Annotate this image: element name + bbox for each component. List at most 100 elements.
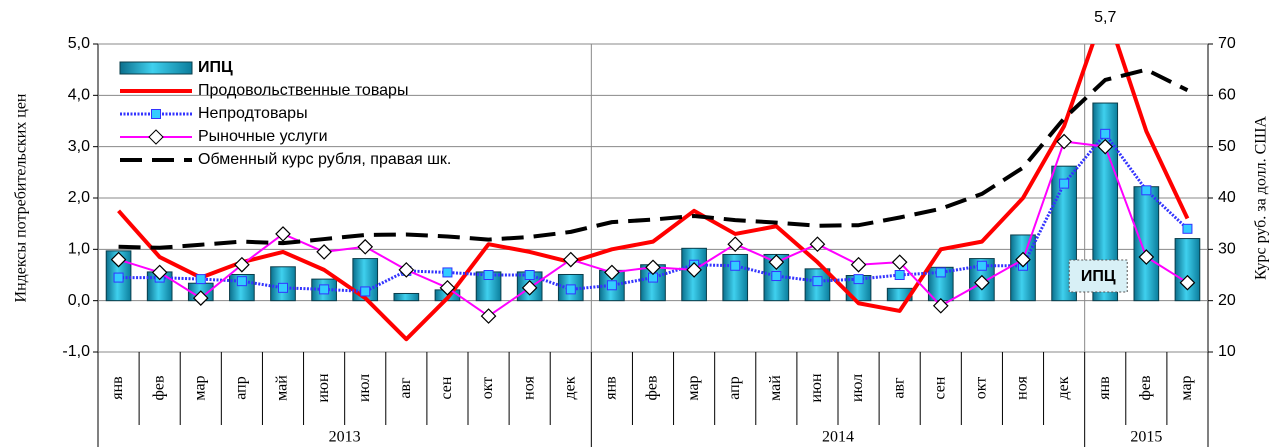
x-tick-label: мар xyxy=(191,375,208,400)
bar xyxy=(804,268,831,302)
y2-tick-label: 70 xyxy=(1218,35,1236,52)
legend-label: Рыночные услуги xyxy=(198,128,328,145)
marker xyxy=(483,270,494,280)
x-tick-label: мар xyxy=(1178,375,1195,400)
y-tick-label: 1,0 xyxy=(68,241,90,258)
y-tick-label: 0,0 xyxy=(68,292,90,309)
y2-tick-label: 10 xyxy=(1218,343,1236,360)
marker xyxy=(1097,138,1114,155)
x-tick-label: сен xyxy=(931,376,948,399)
x-tick-label: июн xyxy=(315,373,332,403)
series-line xyxy=(117,44,1190,342)
marker xyxy=(524,270,535,280)
marker xyxy=(236,276,247,287)
bar xyxy=(1010,234,1036,302)
y-tick-label: 4,0 xyxy=(68,87,90,104)
marker xyxy=(768,254,785,271)
marker xyxy=(853,274,864,285)
legend-marker xyxy=(148,129,164,145)
x-tick-label: янв xyxy=(603,376,620,400)
marker xyxy=(1179,274,1196,291)
marker xyxy=(521,279,538,296)
x-tick-label: ноя xyxy=(1014,376,1031,400)
marker xyxy=(730,260,741,271)
bar xyxy=(1174,238,1201,302)
marker xyxy=(935,267,946,278)
y2-tick-label: 60 xyxy=(1218,87,1236,104)
marker xyxy=(1100,128,1111,139)
bar xyxy=(393,292,420,302)
marker xyxy=(316,244,332,260)
marker xyxy=(974,274,990,291)
x-tick-label: авг xyxy=(890,377,907,399)
legend-label: ИПЦ xyxy=(198,59,233,76)
y2-tick-label: 30 xyxy=(1218,241,1236,258)
x-tick-label: окт xyxy=(479,377,496,400)
marker xyxy=(565,284,576,295)
marker xyxy=(771,271,782,282)
legend-swatch xyxy=(119,61,193,75)
x-tick-label: фев xyxy=(1137,375,1154,400)
marker xyxy=(110,251,127,268)
marker xyxy=(192,290,209,306)
x-tick-label: янв xyxy=(109,376,126,400)
marker xyxy=(645,259,661,276)
x-tick-label: фев xyxy=(644,375,661,400)
marker xyxy=(319,284,330,295)
marker xyxy=(439,279,456,296)
y2-tick-label: 40 xyxy=(1218,189,1236,206)
marker xyxy=(1015,251,1031,268)
marker xyxy=(686,262,702,278)
marker xyxy=(195,274,206,285)
marker xyxy=(480,308,497,324)
annotation: ИПЦ xyxy=(1081,268,1116,285)
marker xyxy=(562,251,579,268)
x-tick-label: дек xyxy=(1055,376,1072,399)
marker xyxy=(604,264,620,281)
y2-axis-title: Курс руб. за долл. США xyxy=(1253,116,1270,280)
marker xyxy=(360,286,371,297)
x-group-label: 2014 xyxy=(822,429,854,446)
marker xyxy=(891,254,908,271)
legend-label: Продовольственные товары xyxy=(198,82,408,99)
x-tick-label: июл xyxy=(849,374,866,402)
marker xyxy=(442,267,453,278)
x-tick-label: авг xyxy=(397,377,414,399)
legend-label: Непродтовары xyxy=(198,105,308,122)
marker xyxy=(1141,185,1152,196)
data-label: 5,7 xyxy=(1094,9,1116,26)
y-tick-label: 3,0 xyxy=(68,138,90,155)
x-group-label: 2015 xyxy=(1130,429,1162,446)
y-tick-label: -1,0 xyxy=(62,343,90,360)
y-axis-title: Индексы потребительских цен xyxy=(13,93,30,302)
y-tick-label: 2,0 xyxy=(68,189,90,206)
x-tick-label: май xyxy=(767,375,784,401)
bar xyxy=(1133,186,1160,302)
y2-tick-label: 20 xyxy=(1218,292,1236,309)
marker xyxy=(234,256,250,273)
x-group-label: 2013 xyxy=(329,429,361,446)
x-tick-label: сен xyxy=(438,376,455,399)
legend-label: Обменный курс рубля, правая шк. xyxy=(198,151,451,168)
marker xyxy=(398,262,415,278)
marker xyxy=(606,280,617,291)
x-tick-label: мар xyxy=(685,375,702,400)
marker xyxy=(275,226,291,242)
marker xyxy=(894,270,905,280)
annotation-box xyxy=(1068,259,1128,293)
x-tick-label: июн xyxy=(808,373,825,403)
marker xyxy=(1059,178,1070,189)
marker xyxy=(932,297,949,314)
x-tick-label: янв xyxy=(1096,376,1113,400)
marker xyxy=(1056,133,1072,150)
marker xyxy=(850,256,867,273)
x-tick-label: ноя xyxy=(520,376,537,400)
x-tick-label: дек xyxy=(561,376,578,399)
x-tick-label: апр xyxy=(233,376,250,399)
x-tick-label: окт xyxy=(973,377,990,400)
marker xyxy=(113,272,124,283)
marker xyxy=(357,238,374,255)
x-tick-label: июл xyxy=(356,374,373,402)
x-tick-label: май xyxy=(274,375,291,401)
